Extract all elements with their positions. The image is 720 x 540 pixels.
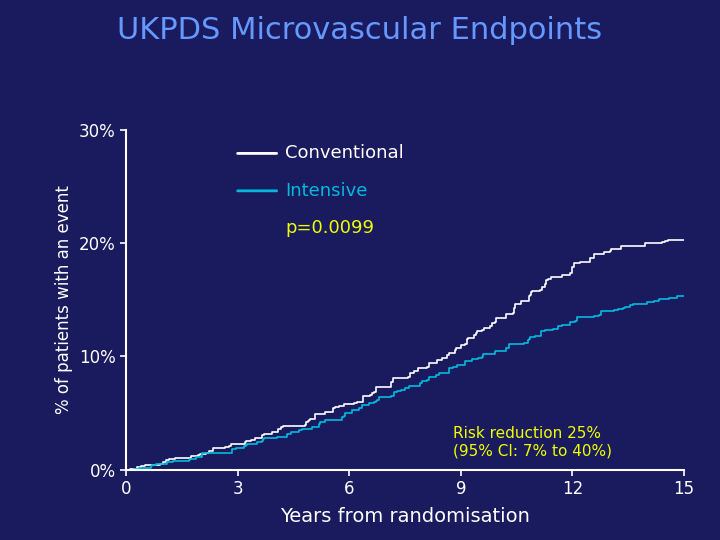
Y-axis label: % of patients with an event: % of patients with an event (55, 185, 73, 414)
Text: p=0.0099: p=0.0099 (285, 219, 374, 237)
X-axis label: Years from randomisation: Years from randomisation (280, 507, 530, 525)
Text: Intensive: Intensive (285, 182, 367, 200)
Text: UKPDS Microvascular Endpoints: UKPDS Microvascular Endpoints (117, 16, 603, 45)
Text: Conventional: Conventional (285, 144, 404, 163)
Text: Risk reduction 25%
(95% CI: 7% to 40%): Risk reduction 25% (95% CI: 7% to 40%) (454, 426, 613, 458)
